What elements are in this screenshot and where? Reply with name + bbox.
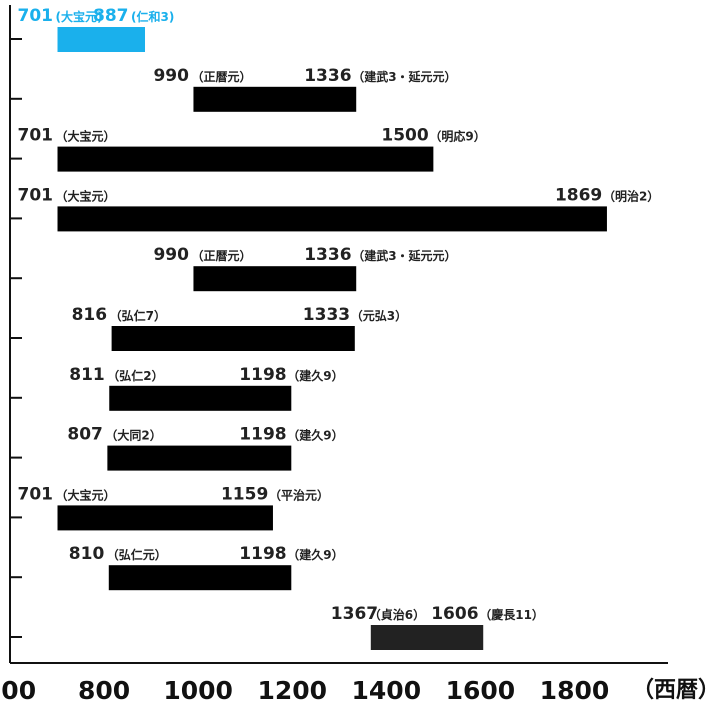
end-year-label: 1198 — [239, 425, 286, 445]
start-era-label: （貞治6） — [369, 607, 425, 622]
start-year-label: 807 — [67, 425, 103, 445]
x-tick-label: 1600 — [446, 676, 516, 705]
period-bar — [193, 266, 357, 292]
x-tick-label: 1400 — [352, 676, 422, 705]
end-year-label: 1606 — [431, 604, 478, 624]
start-year-label: 990 — [153, 245, 189, 265]
x-axis-label: （西暦） — [632, 678, 710, 703]
period-bar — [57, 505, 273, 531]
start-era-label: （弘仁元） — [107, 547, 167, 562]
start-era-label: (大宝元) — [56, 9, 103, 24]
end-year-label: 1333 — [303, 305, 350, 325]
x-ticks: 600 800 1000 1200 1400 1600 1800 — [0, 676, 609, 705]
end-year-label: 887 — [93, 6, 129, 26]
end-era-label: （建武3・延元元） — [352, 69, 456, 84]
start-year-label: 1367 — [331, 604, 378, 624]
start-year-label: 816 — [72, 305, 108, 325]
end-era-label: （平治元） — [269, 487, 329, 502]
start-era-label: （弘仁7） — [110, 308, 166, 323]
start-era-label: （大宝元） — [56, 487, 116, 502]
period-bar — [108, 565, 292, 591]
start-era-label: （大宝元） — [56, 129, 116, 144]
start-era-label: （正暦元） — [191, 248, 251, 263]
end-era-label: （建久9） — [287, 368, 343, 383]
start-year-label: 990 — [153, 66, 189, 86]
start-year-label: 701 — [18, 6, 54, 26]
period-bar — [111, 326, 355, 351]
end-year-label: 1159 — [221, 484, 268, 504]
end-year-label: 1336 — [304, 245, 351, 265]
end-era-label: （建久9） — [287, 428, 343, 443]
period-bar — [57, 146, 434, 172]
start-year-label: 701 — [18, 126, 54, 146]
end-era-label: （元弘3） — [351, 308, 407, 323]
start-era-label: （弘仁2） — [107, 368, 163, 383]
bar-rows: 701 (大宝元)887 (仁和3)990 （正暦元） 1336 （建武3・延元元）701… — [10, 6, 659, 650]
period-bar — [107, 445, 292, 471]
end-era-label: （慶長11） — [479, 607, 544, 622]
x-tick-label: 1000 — [163, 676, 233, 705]
x-tick-label: 600 — [0, 676, 36, 705]
start-year-label: 701 — [18, 185, 54, 205]
x-tick-label: 1200 — [257, 676, 327, 705]
end-era-label: （建久9） — [287, 547, 343, 562]
end-year-label: 1336 — [304, 66, 351, 86]
end-era-label: (仁和3) — [131, 9, 174, 24]
start-year-label: 810 — [69, 544, 105, 564]
end-year-label: 1869 — [555, 185, 602, 205]
end-era-label: （明治2） — [603, 188, 659, 203]
end-year-label: 1500 — [381, 126, 428, 146]
end-era-label: （建武3・延元元） — [352, 248, 456, 263]
end-era-label: （明応9） — [429, 129, 485, 144]
period-bar — [57, 27, 146, 52]
start-year-label: 811 — [69, 365, 105, 385]
x-tick-label: 800 — [78, 676, 130, 705]
start-era-label: （大宝元） — [56, 188, 116, 203]
start-era-label: （正暦元） — [191, 69, 251, 84]
period-bar — [370, 625, 484, 650]
end-year-label: 1198 — [239, 544, 286, 564]
x-tick-label: 1800 — [540, 676, 610, 705]
start-year-label: 701 — [18, 484, 54, 504]
end-year-label: 1198 — [239, 365, 286, 385]
period-bar — [193, 86, 357, 112]
period-bar — [109, 385, 292, 411]
period-bar — [57, 206, 607, 232]
start-era-label: （大同2） — [105, 428, 161, 443]
